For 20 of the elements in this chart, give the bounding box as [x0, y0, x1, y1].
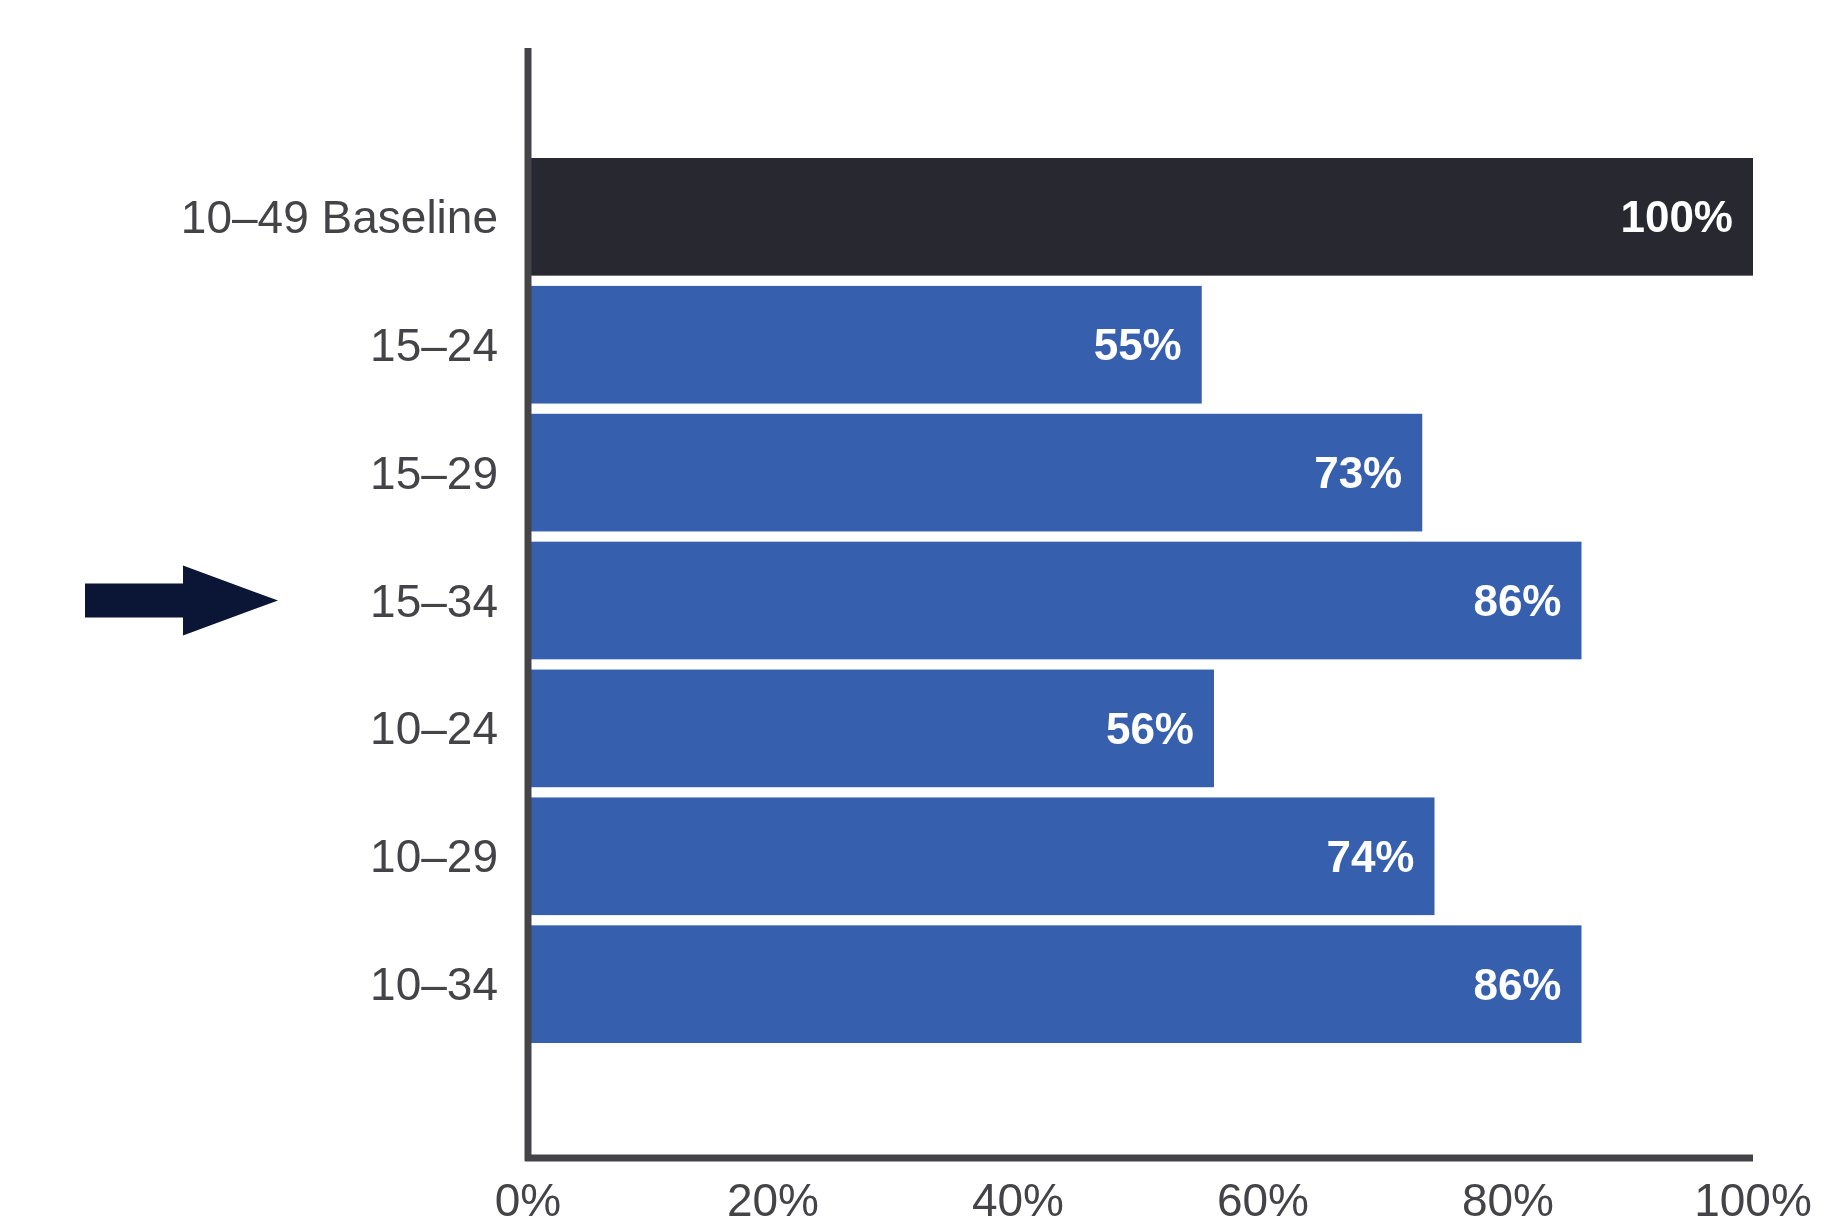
data-label: 86% [1473, 959, 1562, 1009]
data-label: 73% [1314, 448, 1403, 498]
y-tick-label: 10–29 [370, 830, 498, 883]
data-label: 100% [1620, 192, 1733, 242]
data-label: 55% [1093, 320, 1182, 370]
y-tick-label: 15–34 [370, 574, 498, 627]
x-tick-label: 0% [494, 1174, 562, 1226]
x-tick-label: 40% [971, 1174, 1065, 1226]
data-label: 56% [1105, 703, 1194, 753]
y-tick-label: 15–29 [370, 446, 498, 499]
y-tick-label: 15–24 [370, 318, 498, 371]
x-tick-label: 60% [1216, 1174, 1310, 1226]
data-label: 74% [1326, 831, 1415, 881]
y-tick-label: 10–24 [370, 702, 498, 755]
y-tick-label: 10–49 Baseline [180, 190, 498, 243]
data-label: 86% [1473, 575, 1562, 625]
x-tick-label: 100% [1694, 1174, 1812, 1226]
x-tick-label: 80% [1461, 1174, 1555, 1226]
y-tick-label: 10–34 [370, 958, 498, 1011]
x-tick-label: 20% [726, 1174, 820, 1226]
